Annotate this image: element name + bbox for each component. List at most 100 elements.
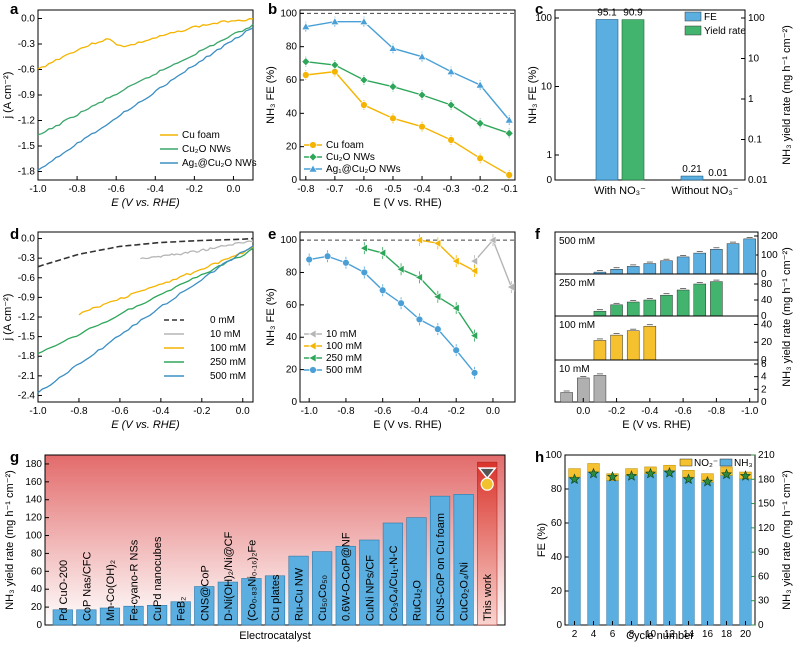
y-tick-label: 20 [31,602,43,613]
data-label: 95.1 [597,7,617,18]
category-label: FeB₂ [176,597,188,621]
data-label: 90.9 [623,8,643,19]
x-tick-label: 0.0 [236,406,250,417]
x-tick-label: -0.4 [413,184,431,195]
category-label: Co₃O₄/Cu₁-N-C [388,545,400,621]
x-tick-label: 20 [740,629,752,640]
yield-marker [644,467,657,479]
bar [676,256,690,275]
x-tick-label: -0.5 [384,184,402,195]
x-tick-label: -0.6 [675,406,693,417]
y2-tick-label: 1 [748,94,754,105]
data-point [414,272,423,282]
y-tick-label: -1.8 [18,351,36,362]
series-line [419,239,475,272]
x-tick-label: 10 [645,629,657,640]
data-point [504,115,514,124]
data-point [414,235,423,245]
y-tick-label: -1.5 [18,141,36,152]
x-axis-label: E (V vs. RHE) [111,197,180,209]
x-tick-label: 0.0 [486,406,500,417]
yield-marker [720,468,733,480]
data-label: 0.21 [682,164,702,175]
legend-marker [308,329,317,339]
y2-tick-label: 0 [761,397,767,408]
panel-label: b [268,1,277,18]
bar [593,340,607,361]
x-axis-label: E (V vs. RHE) [373,197,441,209]
y2-tick-label: 80 [761,279,773,290]
bar-nh3 [587,471,600,626]
legend-label: 500 mM [326,365,362,376]
yield-marker [663,467,676,478]
y-tick-label: 0.0 [21,14,35,25]
bar [693,252,707,275]
y-tick-label: 20 [286,365,298,376]
x-tick-label: -1.0 [301,406,319,417]
y-tick-label: 40 [286,108,298,119]
x-tick-label: 14 [683,629,695,640]
bar [593,310,607,317]
x-axis-label: E (V vs. RHE) [111,419,180,431]
y-tick-label: 20 [551,586,563,597]
x-tick-label: -0.2 [448,406,466,417]
bar [610,304,623,317]
data-point [433,292,442,302]
bar [726,243,740,275]
y2-tick-label: 0 [761,311,767,322]
series-line [305,20,510,121]
data-point [434,325,442,333]
legend-marker [309,141,317,149]
y-tick-label: 80 [31,548,43,559]
category-label: RuCu₂O [411,580,423,621]
y-tick-label: 0 [36,620,42,631]
y-tick-label: 60 [286,300,298,311]
data-point [452,346,460,354]
data-point [447,136,455,144]
x-tick-label: -0.4 [152,406,170,417]
x-tick-label: 6 [610,629,616,640]
x-tick-label: -0.8 [297,184,315,195]
yield-marker [682,473,695,484]
bar-nh3 [682,476,695,626]
data-point [359,243,368,253]
bar-nh3 [701,481,714,626]
data-point [360,268,369,277]
bar-nh3 [606,480,619,626]
y-tick-label: -0.6 [18,273,36,284]
bar-nh3 [739,478,752,626]
x-tick-label: 0.0 [576,406,590,417]
bar [429,495,451,626]
data-point [418,122,426,131]
plot-frame [299,9,516,181]
data-point [488,235,497,245]
data-point [342,259,350,267]
data-point [359,17,369,25]
series-line [37,237,254,268]
bar [382,522,403,626]
y2-tick-label: 120 [758,523,775,534]
data-point [330,60,340,70]
y-tick-label: -0.9 [18,90,36,101]
y2-tick-label: 200 [761,231,778,242]
legend-label: 10 mM [210,329,241,340]
x-tick-label: -0.6 [108,184,126,195]
data-point [476,154,484,163]
category-label: Cu₅₀Co₅₀ [317,575,329,621]
y2-tick-label: 90 [758,547,770,558]
y-tick-label: 20 [286,142,298,153]
bar [660,294,673,317]
x-tick-label: -0.6 [111,406,129,417]
y-tick-label: -0.3 [18,39,36,50]
series-line [37,245,254,394]
x-tick-label: -0.4 [641,406,659,417]
series-line [37,18,254,70]
y2-tick-label: 40 [761,319,773,330]
y-tick-label: 120 [25,513,42,524]
y2-tick-label: 0 [761,269,767,280]
series-line [78,246,254,316]
data-point [451,256,460,266]
yield-marker [568,473,581,484]
x-tick-label: -0.1 [501,184,519,195]
y2-axis-label: NH₃ yield rate (mg h⁻¹ cm⁻²) [781,470,793,610]
